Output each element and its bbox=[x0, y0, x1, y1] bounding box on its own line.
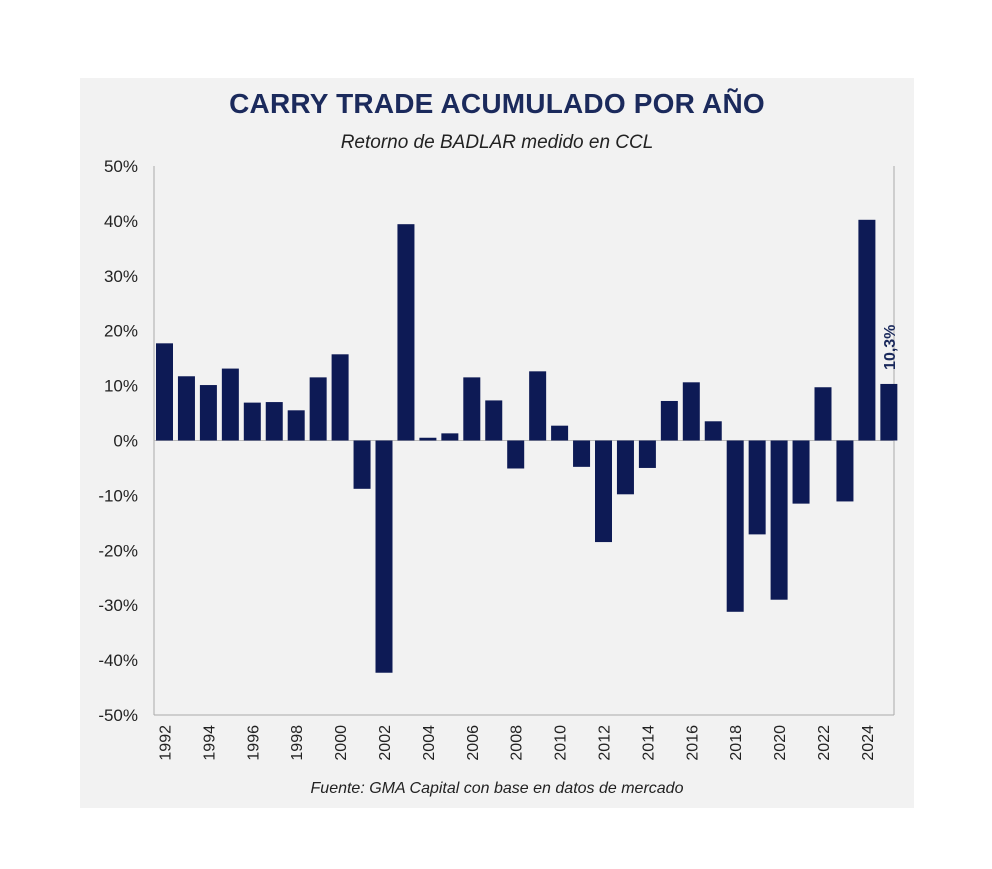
x-tick-label: 2020 bbox=[772, 725, 789, 761]
bar-2003 bbox=[397, 224, 415, 441]
data-labels: 10,3% bbox=[882, 325, 899, 370]
bar-1997 bbox=[265, 402, 283, 441]
chart-title: CARRY TRADE ACUMULADO POR AÑO bbox=[229, 88, 765, 119]
x-tick-label: 2002 bbox=[377, 725, 394, 761]
bar-1994 bbox=[199, 385, 217, 441]
x-tick-label: 2010 bbox=[553, 725, 570, 761]
x-axis-ticks: 1992 1994 1996 1998 2000 2002 2004 2006 2008 2010… bbox=[158, 725, 877, 761]
bar-2008 bbox=[507, 440, 525, 469]
y-tick-label: -40% bbox=[98, 651, 138, 670]
bar-2002 bbox=[375, 440, 393, 673]
bar-2025 bbox=[880, 383, 898, 441]
y-tick-label: 50% bbox=[104, 157, 138, 176]
bar-1993 bbox=[177, 376, 195, 441]
bar-2013 bbox=[616, 440, 634, 495]
bar-2019 bbox=[748, 440, 766, 535]
bar-2015 bbox=[660, 400, 678, 441]
x-tick-label: 2022 bbox=[816, 725, 833, 761]
bar-2001 bbox=[353, 440, 371, 489]
y-tick-label: -50% bbox=[98, 706, 138, 725]
bar-1995 bbox=[221, 368, 239, 441]
x-tick-label: 2004 bbox=[421, 725, 438, 761]
x-tick-label: 2018 bbox=[728, 725, 745, 761]
bar-2018 bbox=[726, 440, 744, 612]
x-tick-label: 2014 bbox=[640, 725, 657, 761]
x-tick-label: 1996 bbox=[245, 725, 262, 761]
y-tick-label: 0% bbox=[113, 432, 138, 451]
bar-2023 bbox=[836, 440, 854, 502]
x-tick-label: 2000 bbox=[333, 725, 350, 761]
bar-2016 bbox=[682, 382, 700, 441]
chart-subtitle: Retorno de BADLAR medido en CCL bbox=[340, 132, 654, 153]
bar-1996 bbox=[243, 402, 261, 441]
bar-1992 bbox=[156, 343, 173, 441]
bar-2022 bbox=[814, 387, 832, 441]
bar-2007 bbox=[485, 400, 503, 441]
data-label-2025: 10,3% bbox=[882, 325, 899, 370]
bar-2000 bbox=[331, 354, 349, 441]
bar-2009 bbox=[529, 371, 547, 441]
source-note: Fuente: GMA Capital con base en datos de… bbox=[310, 780, 684, 797]
bar-2006 bbox=[463, 377, 481, 441]
y-tick-label: 30% bbox=[104, 267, 138, 286]
bar-2010 bbox=[551, 425, 569, 441]
y-axis-ticks: 50% 40% 30% 20% 10% 0% -10% -20% -30% -40% -50% bbox=[98, 157, 138, 725]
y-tick-label: 10% bbox=[104, 377, 138, 396]
x-tick-label: 2008 bbox=[509, 725, 526, 761]
bar-2005 bbox=[441, 433, 459, 441]
bar-2004 bbox=[419, 437, 437, 441]
bar-2012 bbox=[595, 440, 612, 543]
bar-chart: 50% 40% 30% 20% 10% 0% -10% -20% -30% -40% -50% 19… bbox=[98, 157, 899, 761]
bar-1998 bbox=[287, 410, 305, 441]
y-tick-label: 20% bbox=[104, 322, 138, 341]
x-tick-label: 2016 bbox=[684, 725, 701, 761]
bar-2020 bbox=[770, 440, 788, 600]
y-tick-label: -10% bbox=[98, 486, 138, 505]
y-tick-label: 40% bbox=[104, 212, 138, 231]
x-tick-label: 2012 bbox=[597, 725, 614, 761]
bars bbox=[156, 219, 898, 673]
y-tick-label: -30% bbox=[98, 596, 138, 615]
bar-2011 bbox=[573, 440, 591, 467]
x-tick-label: 1992 bbox=[158, 725, 175, 761]
bar-1999 bbox=[309, 377, 327, 441]
y-tick-label: -20% bbox=[98, 541, 138, 560]
bar-2017 bbox=[704, 421, 722, 441]
x-tick-label: 2024 bbox=[860, 725, 877, 761]
x-tick-label: 1998 bbox=[289, 725, 306, 761]
x-tick-label: 2006 bbox=[465, 725, 482, 761]
bar-2014 bbox=[638, 440, 656, 468]
x-tick-label: 1994 bbox=[201, 725, 218, 761]
bar-2021 bbox=[792, 440, 810, 504]
bar-2024 bbox=[858, 219, 876, 441]
